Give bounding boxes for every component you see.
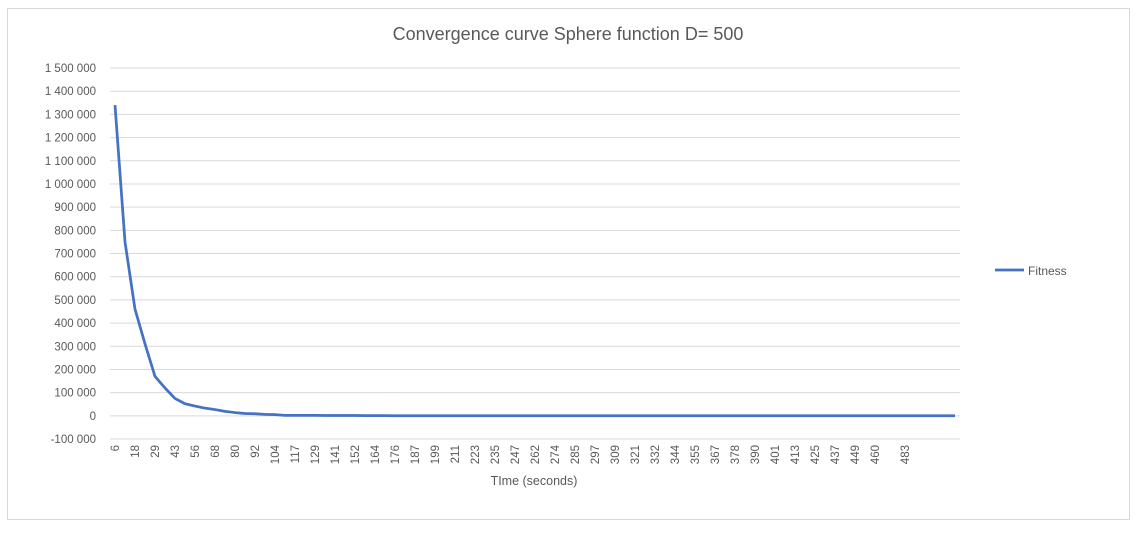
y-tick-label: 200 000: [54, 364, 96, 376]
y-tick-label: 900 000: [54, 202, 96, 214]
x-tick-label: 29: [150, 445, 162, 458]
x-tick-label: 285: [570, 445, 582, 464]
x-tick-label: 235: [490, 445, 502, 464]
y-tick-label: 400 000: [54, 318, 96, 330]
y-tick-label: -100 000: [51, 434, 96, 446]
y-tick-label: 1 100 000: [45, 156, 96, 168]
x-tick-label: 401: [770, 445, 782, 464]
y-tick-label: 1 500 000: [45, 63, 96, 75]
y-tick-label: 1 400 000: [45, 86, 96, 98]
x-tick-label: 297: [590, 445, 602, 464]
x-tick-label: 68: [210, 445, 222, 458]
x-tick-label: 141: [330, 445, 342, 464]
chart-area: [7, 8, 1130, 520]
x-tick-label: 367: [710, 445, 722, 464]
x-tick-label: 164: [370, 444, 382, 464]
x-tick-label: 176: [390, 445, 402, 464]
x-tick-label: 129: [310, 445, 322, 464]
x-tick-label: 483: [900, 445, 912, 464]
x-tick-label: 56: [190, 445, 202, 458]
y-tick-label: 1 000 000: [45, 179, 96, 191]
y-tick-label: 700 000: [54, 249, 96, 261]
x-tick-label: 449: [850, 445, 862, 464]
x-tick-label: 223: [470, 445, 482, 464]
y-tick-label: 100 000: [54, 388, 96, 400]
y-axis-tick-labels: -100 000 0 100 000 200 000 300 000 400 000 500…: [45, 63, 96, 446]
x-tick-label: 247: [510, 445, 522, 464]
x-tick-label: 152: [350, 445, 362, 464]
x-tick-label: 460: [870, 445, 882, 464]
y-tick-label: 1 300 000: [45, 109, 96, 121]
x-tick-label: 18: [130, 445, 142, 458]
legend-label-fitness: Fitness: [1028, 264, 1067, 278]
x-tick-label: 344: [670, 444, 682, 464]
x-tick-label: 309: [610, 445, 622, 464]
y-tick-label: 600 000: [54, 272, 96, 284]
x-tick-label: 187: [410, 445, 422, 464]
x-axis-tick-labels: 6 18 29 43 56 68 80 92 104 117 129 141 152 164 176 187 1…: [110, 444, 912, 464]
x-tick-label: 211: [450, 445, 462, 463]
x-tick-label: 425: [810, 445, 822, 464]
x-tick-label: 437: [830, 445, 842, 464]
y-tick-label: 0: [90, 411, 96, 423]
y-tick-label: 800 000: [54, 225, 96, 237]
series-line-fitness: [113, 104, 955, 418]
gridlines: [110, 67, 960, 440]
x-tick-label: 262: [530, 445, 542, 464]
x-tick-label: 43: [170, 445, 182, 458]
x-tick-label: 390: [750, 445, 762, 464]
y-tick-label: 300 000: [54, 341, 96, 353]
x-tick-label: 332: [650, 445, 662, 464]
x-tick-label: 6: [110, 445, 122, 451]
legend: Fitness: [995, 264, 1067, 278]
chart-title: Convergence curve Sphere function D= 500: [393, 24, 744, 44]
x-tick-label: 321: [630, 445, 642, 464]
y-tick-label: 500 000: [54, 295, 96, 307]
y-tick-label: 1 200 000: [45, 133, 96, 145]
x-tick-label: 80: [230, 445, 242, 458]
x-tick-label: 378: [730, 445, 742, 464]
x-tick-label: 355: [690, 445, 702, 464]
x-tick-label: 117: [290, 445, 302, 463]
x-tick-label: 413: [790, 445, 802, 464]
x-tick-label: 274: [550, 444, 562, 464]
x-tick-label: 199: [430, 445, 442, 464]
x-axis-title: TIme (seconds): [491, 474, 578, 488]
x-tick-label: 92: [250, 445, 262, 458]
x-tick-label: 104: [270, 444, 282, 464]
